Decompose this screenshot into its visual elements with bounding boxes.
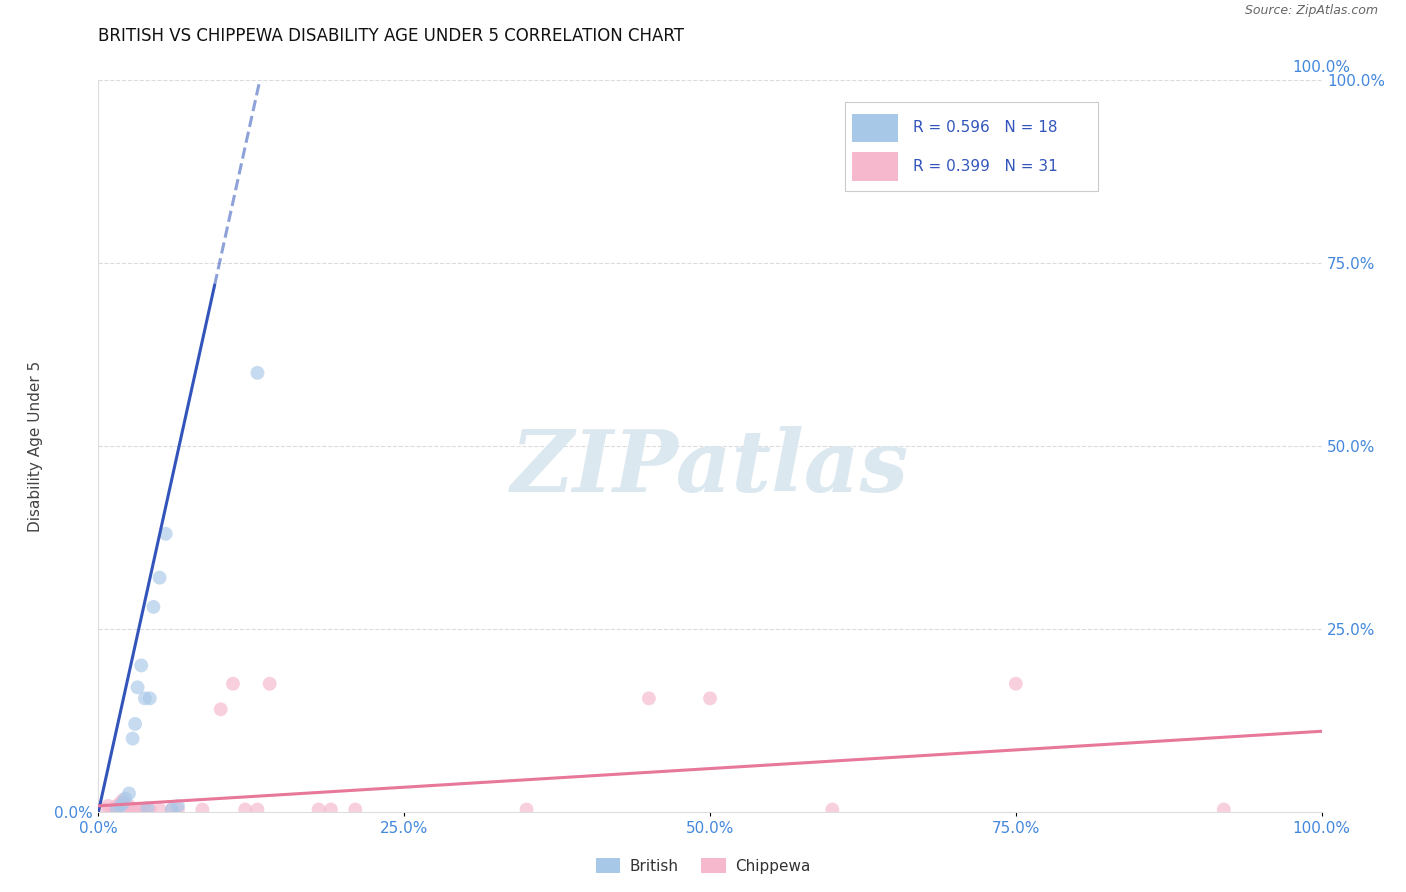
Point bbox=[160, 803, 183, 817]
Point bbox=[1212, 803, 1234, 817]
Point bbox=[121, 803, 143, 817]
Text: BRITISH VS CHIPPEWA DISABILITY AGE UNDER 5 CORRELATION CHART: BRITISH VS CHIPPEWA DISABILITY AGE UNDER… bbox=[98, 27, 685, 45]
Point bbox=[105, 803, 128, 817]
Point bbox=[699, 691, 721, 706]
Point bbox=[246, 803, 269, 817]
Point bbox=[118, 787, 141, 801]
Point bbox=[114, 791, 136, 805]
Text: Source: ZipAtlas.com: Source: ZipAtlas.com bbox=[1244, 4, 1378, 18]
Point bbox=[515, 803, 537, 817]
Point bbox=[139, 691, 162, 706]
Point bbox=[110, 796, 132, 810]
Point bbox=[121, 731, 143, 746]
Y-axis label: Disability Age Under 5: Disability Age Under 5 bbox=[28, 360, 44, 532]
Point bbox=[222, 676, 245, 690]
Point bbox=[308, 803, 330, 817]
Point bbox=[638, 691, 661, 706]
Point bbox=[134, 803, 156, 817]
Point bbox=[127, 681, 149, 695]
Point bbox=[155, 526, 177, 541]
Point bbox=[134, 691, 156, 706]
Point bbox=[101, 803, 124, 817]
Point bbox=[93, 803, 115, 817]
Point bbox=[139, 803, 162, 817]
Point bbox=[136, 801, 159, 815]
Point bbox=[142, 599, 165, 614]
Text: ZIPatlas: ZIPatlas bbox=[510, 426, 910, 509]
Point bbox=[111, 793, 134, 807]
Point bbox=[129, 658, 152, 673]
Point bbox=[233, 803, 256, 817]
Point bbox=[1004, 676, 1026, 690]
Point bbox=[209, 702, 232, 716]
Point bbox=[160, 803, 183, 817]
FancyBboxPatch shape bbox=[852, 114, 898, 143]
Point bbox=[118, 798, 141, 813]
Point bbox=[167, 798, 190, 813]
Point bbox=[319, 803, 342, 817]
Point bbox=[167, 803, 190, 817]
Point bbox=[149, 571, 172, 585]
Point bbox=[124, 717, 146, 731]
Point bbox=[344, 803, 367, 817]
Point bbox=[127, 803, 149, 817]
Legend: British, Chippewa: British, Chippewa bbox=[589, 852, 817, 880]
Point bbox=[246, 366, 269, 380]
Point bbox=[111, 796, 134, 810]
Point bbox=[105, 798, 128, 813]
Point bbox=[821, 803, 844, 817]
Point bbox=[149, 803, 172, 817]
Point bbox=[110, 798, 132, 813]
FancyBboxPatch shape bbox=[852, 153, 898, 181]
Point bbox=[97, 798, 120, 813]
Text: R = 0.399   N = 31: R = 0.399 N = 31 bbox=[912, 159, 1057, 174]
Point bbox=[129, 803, 152, 817]
Point bbox=[114, 803, 136, 817]
Text: R = 0.596   N = 18: R = 0.596 N = 18 bbox=[912, 120, 1057, 135]
Point bbox=[191, 803, 214, 817]
Point bbox=[259, 676, 281, 690]
